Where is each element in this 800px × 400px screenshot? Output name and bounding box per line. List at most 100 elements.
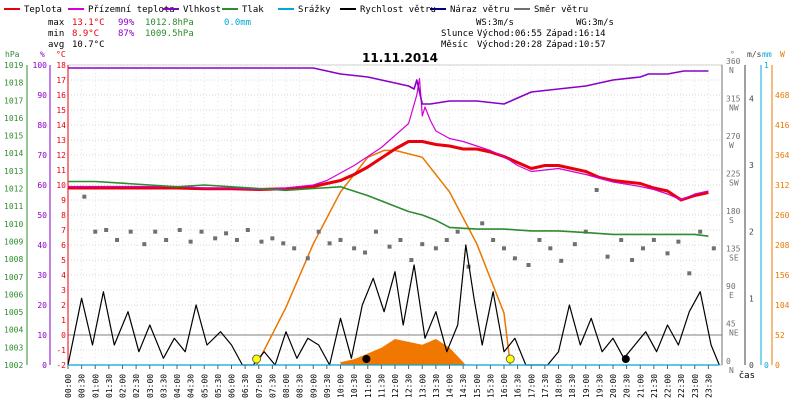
x-tick-label: 03:00 xyxy=(146,374,155,398)
tick-wm2: 104 xyxy=(775,301,790,310)
tick-celsius: 14 xyxy=(56,121,66,130)
tick-celsius: 5 xyxy=(61,256,66,265)
tick-celsius: 9 xyxy=(61,196,66,205)
tick-direction-deg: 0 xyxy=(726,357,731,366)
wind-direction-point xyxy=(491,238,496,242)
series-line-teplota xyxy=(68,140,709,202)
tick-celsius: 0 xyxy=(61,331,66,340)
series-line-vlhkost xyxy=(68,67,709,105)
tick-direction-label: NE xyxy=(729,329,739,338)
wind-direction-point xyxy=(409,258,414,262)
tick-celsius: 12 xyxy=(56,151,66,160)
x-tick-label: 19:30 xyxy=(595,374,604,398)
series-line-rychlost-vetru xyxy=(67,244,720,366)
tick-hpa: 1016 xyxy=(4,114,23,123)
axis-unit-mm: mm xyxy=(762,50,772,59)
wind-direction-point xyxy=(387,244,392,249)
wind-direction-point xyxy=(698,229,703,234)
wind-direction-point xyxy=(327,241,332,246)
axis-unit-celsius: °C xyxy=(56,50,66,59)
moon-label: Měsíc xyxy=(441,40,468,50)
tick-hpa: 1018 xyxy=(4,79,23,88)
x-tick-label: 06:00 xyxy=(228,374,237,398)
legend-label-tlak: Tlak xyxy=(242,5,264,15)
tick-celsius: 15 xyxy=(56,106,66,115)
tick-direction-deg: 225 xyxy=(726,170,741,179)
wind-direction-point xyxy=(619,238,624,242)
wind-direction-point xyxy=(259,239,264,244)
x-tick-label: 20:00 xyxy=(609,374,618,398)
stats-block: max 13.1°C 99% 1012.8hPa 0.0mm min 8.9°C… xyxy=(48,18,251,50)
wind-direction-point xyxy=(153,229,158,234)
series-line-tlak xyxy=(68,180,709,237)
sun-marker xyxy=(505,354,515,364)
wind-direction-point xyxy=(594,188,599,192)
legend-label-prizemni-teplota: Přízemní teplota xyxy=(88,5,175,15)
wind-direction-point xyxy=(572,242,577,247)
tick-hpa: 1012 xyxy=(4,185,23,194)
wind-direction-point xyxy=(281,241,286,246)
tick-direction-deg: 45 xyxy=(726,320,736,329)
wind-direction-point xyxy=(665,251,670,256)
tick-celsius: 16 xyxy=(56,91,66,100)
wind-direction-point xyxy=(455,229,460,234)
wind-direction-point xyxy=(373,229,378,234)
sun-label: Slunce xyxy=(441,29,474,39)
tick-percent: 40 xyxy=(37,241,47,250)
wind-direction-point xyxy=(512,256,517,261)
tick-ms: 2 xyxy=(749,228,754,237)
tick-direction-deg: 135 xyxy=(726,245,741,254)
wind-direction-point xyxy=(433,246,438,251)
tick-hpa: 1010 xyxy=(4,220,23,229)
tick-celsius: 4 xyxy=(61,271,66,280)
x-tick-label: 21:00 xyxy=(636,374,645,398)
wind-direction-point xyxy=(177,228,182,232)
wind-direction-point xyxy=(128,229,133,234)
tick-direction-deg: 315 xyxy=(726,95,741,104)
tick-celsius: 2 xyxy=(61,301,66,310)
x-tick-label: 14:30 xyxy=(459,374,468,398)
x-tick-label: 11:30 xyxy=(377,374,386,398)
tick-direction-label: N xyxy=(729,366,734,375)
tick-percent: 20 xyxy=(37,301,47,310)
legend-label-naraz-vetru: Náraz větru xyxy=(450,5,510,15)
tick-celsius: 13 xyxy=(56,136,66,145)
solar-fill-area xyxy=(340,339,466,365)
tick-direction-deg: 360 xyxy=(726,57,741,66)
axes: hPa1002100310041005100610071008100910101… xyxy=(4,50,790,375)
x-tick-label: 05:30 xyxy=(214,374,223,398)
tick-mm: 0 xyxy=(764,361,769,370)
x-tick-label: 23:00 xyxy=(691,374,700,398)
x-tick-label: 15:00 xyxy=(473,374,482,398)
stats-avg-label: avg xyxy=(48,40,64,50)
wind-speed-info: WS:3m/s xyxy=(476,18,514,28)
tick-celsius: 1 xyxy=(61,316,66,325)
tick-wm2: 364 xyxy=(775,151,790,160)
wind-direction-point xyxy=(305,256,310,261)
x-tick-label: 11:00 xyxy=(364,374,373,398)
x-tick-label: 00:00 xyxy=(64,374,73,398)
legend-label-srazky: Srážky xyxy=(298,5,331,15)
tick-hpa: 1002 xyxy=(4,361,23,370)
wind-direction-point xyxy=(548,246,553,251)
wind-direction-point xyxy=(104,228,109,232)
x-axis-label: čas xyxy=(739,370,755,381)
x-tick-label: 04:00 xyxy=(173,374,182,398)
tick-celsius: 10 xyxy=(56,181,66,190)
wind-direction-point xyxy=(234,238,239,242)
axis-unit-direction: ° xyxy=(730,50,735,59)
tick-celsius: 18 xyxy=(56,61,66,70)
stats-max-label: max xyxy=(48,18,65,28)
tick-hpa: 1013 xyxy=(4,167,23,176)
tick-celsius: 6 xyxy=(61,241,66,250)
wind-direction-point xyxy=(188,239,193,244)
chart-title: 11.11.2014 xyxy=(362,51,438,65)
tick-direction-label: N xyxy=(729,66,734,75)
axis-unit-hpa: hPa xyxy=(5,50,20,59)
tick-celsius: 11 xyxy=(56,166,66,175)
wind-direction-point xyxy=(711,246,716,251)
tick-hpa: 1003 xyxy=(4,343,23,352)
wind-gust-info: WG:3m/s xyxy=(576,18,614,28)
wind-direction-point xyxy=(583,229,588,234)
